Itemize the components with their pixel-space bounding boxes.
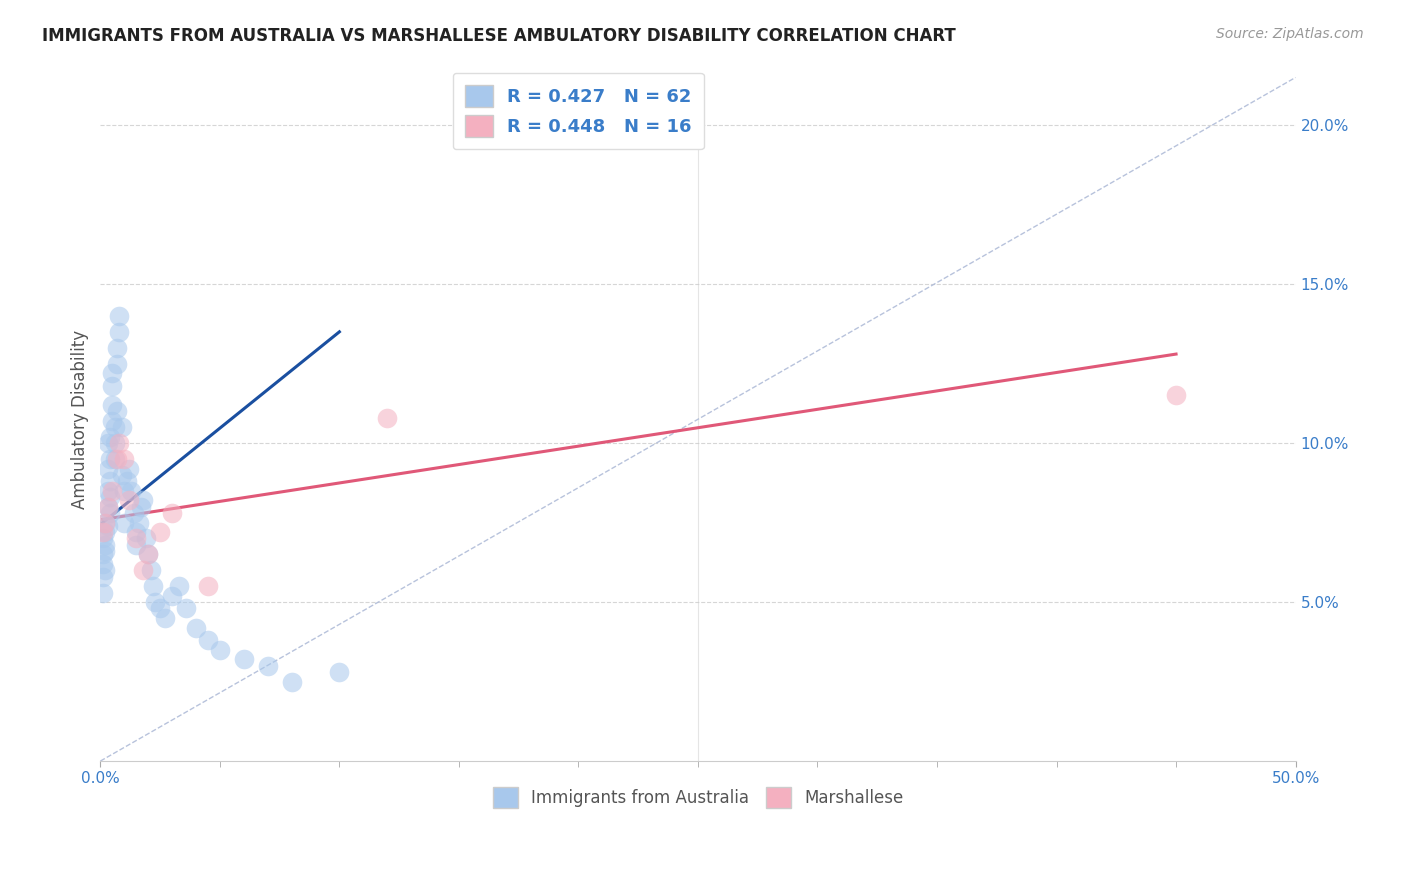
Point [98,430,121,444]
Point [96,500,118,514]
Point [208,642,231,657]
Legend: Immigrants from Australia, Marshallese: Immigrants from Australia, Marshallese [486,780,910,814]
Point [101,483,124,498]
Point [125,532,148,546]
Point [94,563,117,577]
Point [149,601,172,615]
Point [132,493,155,508]
Point [136,548,159,562]
Point [91,525,114,540]
Point [96,461,118,475]
Point [142,579,165,593]
Point [101,379,124,393]
Point [94,544,117,558]
Point [280,674,302,689]
Point [91,585,114,599]
Point [94,538,117,552]
Point [101,414,124,428]
Point [104,452,127,467]
Point [94,525,117,540]
Point [105,341,128,355]
Point [105,357,128,371]
Point [96,436,118,450]
Point [136,548,159,562]
Y-axis label: Ambulatory Disability: Ambulatory Disability [72,330,89,508]
Point [105,404,128,418]
Point [94,516,117,530]
Point [125,538,148,552]
Point [98,475,121,489]
Point [167,579,190,593]
Point [101,398,124,412]
Point [108,325,131,339]
Point [120,483,142,498]
Point [96,500,118,514]
Point [125,525,148,540]
Point [104,436,127,450]
Point [104,420,127,434]
Point [91,569,114,583]
Point [91,532,114,546]
Point [98,490,121,504]
Point [112,452,135,467]
Point [108,436,131,450]
Point [98,506,121,520]
Point [149,525,172,540]
Point [91,548,114,562]
Point [101,366,124,380]
Point [96,518,118,533]
Point [160,589,183,603]
Point [112,483,135,498]
Point [139,563,162,577]
Point [118,461,141,475]
Point [375,410,398,425]
Text: Source: ZipAtlas.com: Source: ZipAtlas.com [1216,27,1364,41]
Text: IMMIGRANTS FROM AUSTRALIA VS MARSHALLESE AMBULATORY DISABILITY CORRELATION CHART: IMMIGRANTS FROM AUSTRALIA VS MARSHALLESE… [42,27,956,45]
Point [153,611,176,625]
Point [96,483,118,498]
Point [115,475,138,489]
Point [128,516,150,530]
Point [108,309,131,323]
Point [118,493,141,508]
Point [129,500,152,514]
Point [135,532,157,546]
Point [143,595,166,609]
Point [176,601,198,615]
Point [111,420,134,434]
Point [132,563,155,577]
Point [232,652,254,666]
Point [1164,388,1187,402]
Point [197,579,219,593]
Point [112,516,135,530]
Point [160,506,183,520]
Point [256,658,278,673]
Point [98,452,121,467]
Point [91,557,114,571]
Point [328,665,350,679]
Point [111,467,134,482]
Point [197,633,219,648]
Point [94,516,117,530]
Point [122,506,145,520]
Point [184,621,207,635]
Point [105,452,128,467]
